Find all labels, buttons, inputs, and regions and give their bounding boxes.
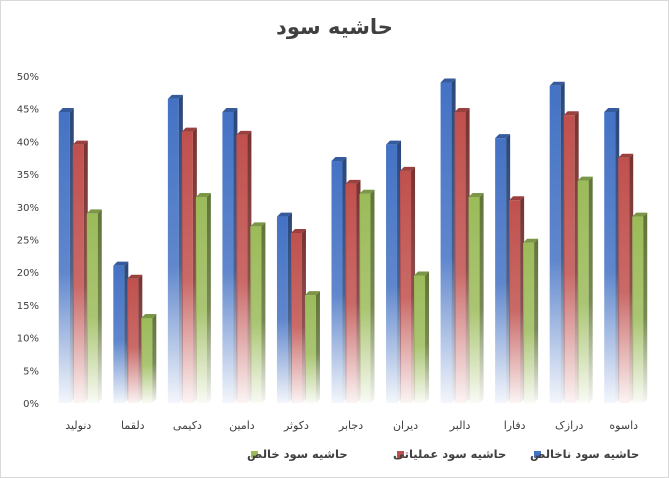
y-tick-label: 50% — [17, 72, 39, 83]
y-tick-label: 10% — [17, 334, 39, 345]
y-tick-label: 35% — [17, 170, 39, 181]
y-tick-label: 25% — [17, 236, 39, 247]
bar — [618, 153, 634, 403]
bar — [276, 212, 292, 403]
x-category-label: دجابر — [338, 419, 363, 432]
legend-item: حاشیه سود ناخالص — [530, 447, 639, 462]
y-tick-label: 30% — [17, 203, 39, 214]
bar-series-group — [58, 78, 648, 404]
bar — [414, 271, 430, 403]
bar — [113, 261, 129, 403]
legend-label: حاشیه سود خالص — [247, 447, 348, 462]
x-category-label: دکوثر — [283, 419, 309, 432]
bar — [523, 238, 539, 403]
bar — [222, 107, 238, 403]
bar — [468, 192, 484, 403]
bar — [290, 228, 306, 403]
chart-title: حاشیه سود — [276, 15, 393, 39]
bar — [86, 209, 102, 403]
y-tick-label: 20% — [17, 268, 39, 279]
bar — [604, 107, 620, 403]
y-tick-label: 40% — [17, 137, 39, 148]
x-category-label: درازک — [555, 419, 584, 432]
bar — [141, 313, 157, 403]
bar — [549, 81, 565, 403]
bar — [331, 157, 347, 403]
x-category-label: داسوه — [609, 419, 638, 432]
legend-label: حاشیه سود عملیاتی — [393, 447, 506, 462]
bar — [359, 189, 375, 403]
x-category-label: دلقما — [121, 419, 145, 432]
y-tick-label: 5% — [23, 366, 39, 377]
bar — [304, 291, 320, 403]
y-tick-label: 15% — [17, 301, 39, 312]
bar — [181, 127, 197, 403]
bar — [509, 196, 525, 403]
x-category-label: دفارا — [504, 419, 526, 432]
x-category-label: دکیمی — [173, 419, 202, 432]
bar — [72, 140, 88, 404]
legend-item: حاشیه سود عملیاتی — [393, 447, 506, 462]
bar — [127, 274, 143, 403]
bar — [400, 166, 416, 403]
bar — [563, 111, 579, 404]
y-axis: 0% 5% 10% 15% 20% 25% 30% 35% 40% 45% 50% — [17, 72, 39, 410]
y-tick-label: 0% — [23, 399, 39, 410]
bar — [454, 107, 470, 403]
bar — [236, 130, 252, 404]
y-tick-label: 45% — [17, 105, 39, 116]
bar — [345, 179, 361, 403]
x-category-label: دیران — [393, 419, 418, 432]
bar — [577, 176, 593, 403]
bar — [195, 192, 211, 403]
bar — [632, 212, 648, 403]
x-axis: دنولید دلقما دکیمی دامین دکوثر دجابر دیران دالب… — [65, 419, 638, 432]
x-category-label: دالبر — [449, 419, 471, 432]
legend: حاشیه سود ناخالص حاشیه سود عملیاتی حاشیه س… — [247, 447, 639, 462]
legend-swatch — [397, 451, 404, 458]
x-category-label: دامین — [229, 419, 255, 432]
bar — [167, 94, 183, 403]
bar — [250, 222, 266, 403]
bar — [495, 134, 511, 403]
bar — [440, 78, 456, 403]
legend-item: حاشیه سود خالص — [247, 447, 348, 462]
legend-swatch — [534, 451, 541, 458]
x-category-label: دنولید — [65, 419, 91, 432]
legend-swatch — [251, 451, 258, 458]
bar — [386, 140, 402, 404]
bar — [58, 107, 74, 403]
legend-label: حاشیه سود ناخالص — [530, 447, 639, 462]
